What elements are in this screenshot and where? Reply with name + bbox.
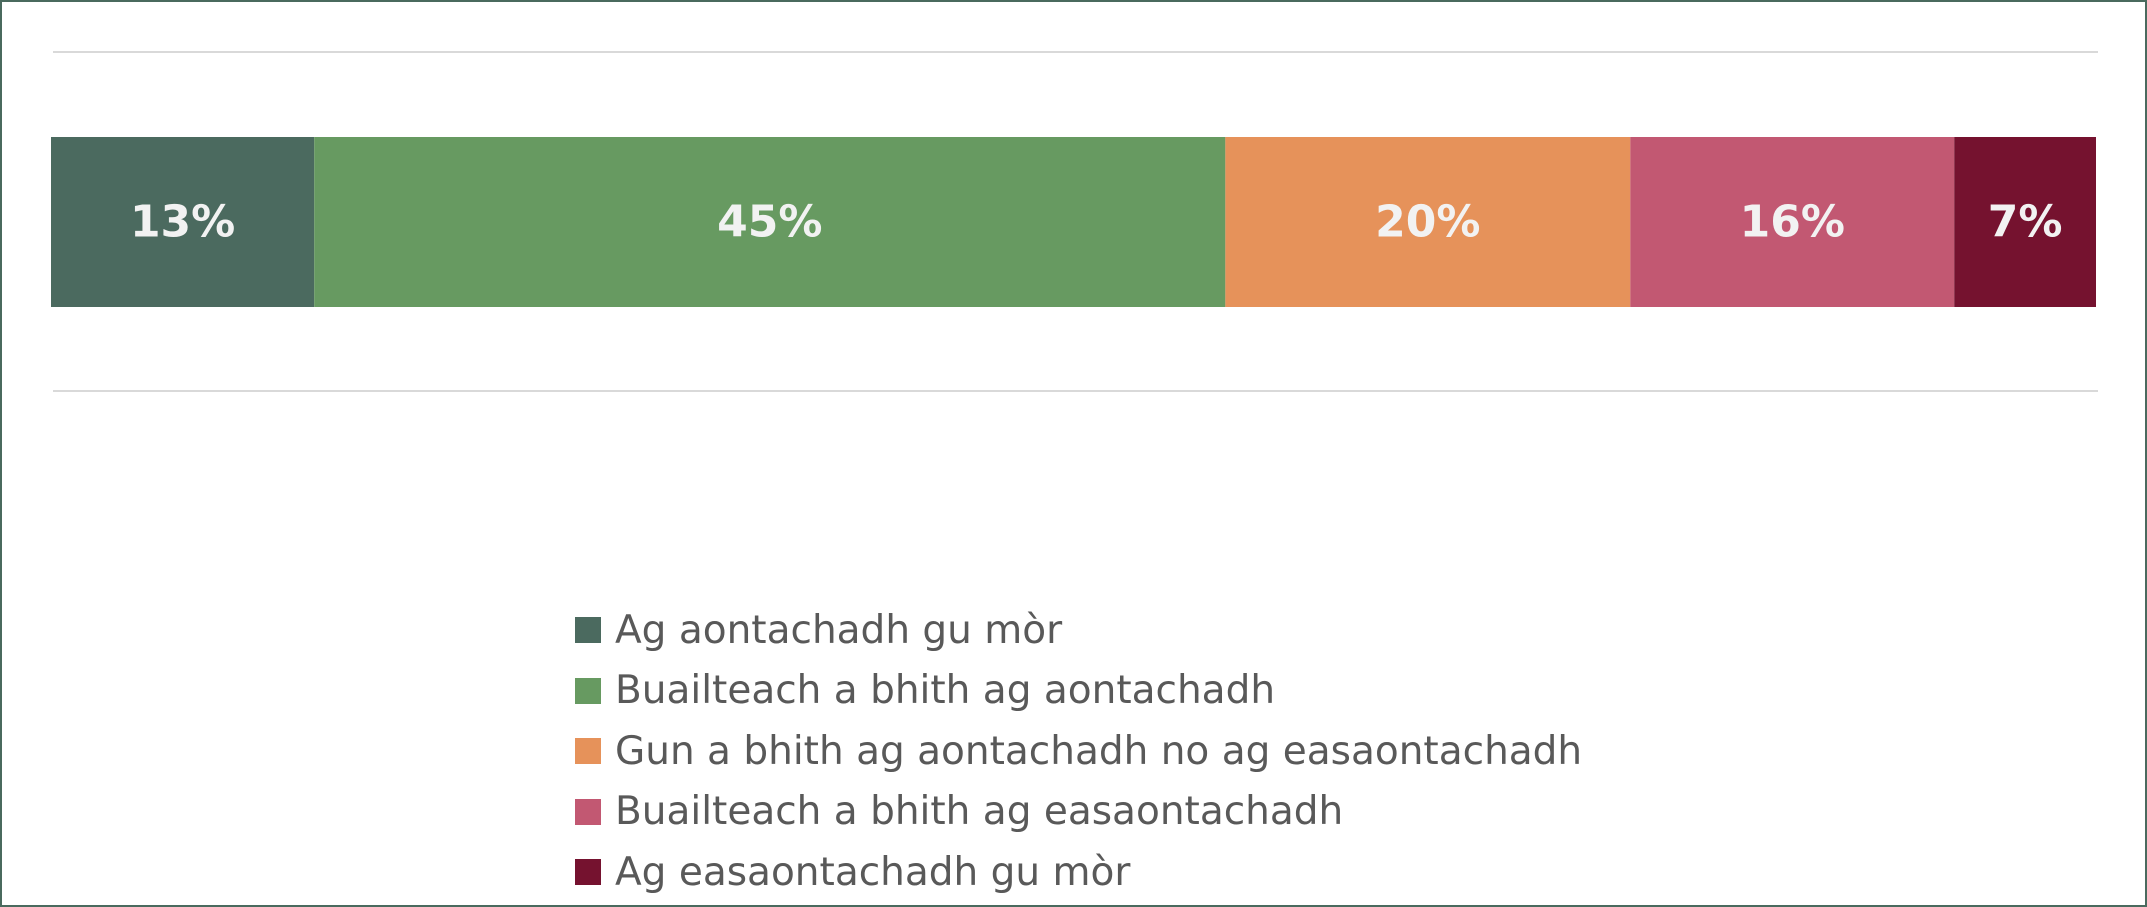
legend-label: Buailteach a bhith ag easaontachadh (615, 789, 1344, 835)
chart-legend: Ag aontachadh gu mòr Buailteach a bhith a… (575, 600, 1582, 903)
legend-swatch (575, 798, 601, 825)
legend-label: Buailteach a bhith ag aontachadh (615, 668, 1276, 714)
legend-swatch (575, 738, 601, 765)
legend-item-1: Ag aontachadh gu mòr (575, 600, 1582, 661)
gridline-bottom (53, 390, 2098, 392)
bar-segment-5 (1954, 137, 2096, 307)
data-label-1: 13% (130, 197, 235, 248)
legend-item-5: Ag easaontachadh gu mòr (575, 842, 1582, 903)
bar-segment-4 (1630, 137, 1955, 307)
bar-segment-1 (51, 137, 315, 307)
legend-label: Ag aontachadh gu mòr (615, 607, 1063, 653)
legend-swatch (575, 617, 601, 644)
legend-swatch (575, 677, 601, 704)
gridline-top (53, 51, 2098, 53)
bar-segment-2 (314, 137, 1226, 307)
legend-label: Gun a bhith ag aontachadh no ag easaonta… (615, 728, 1583, 774)
data-label-3: 20% (1375, 197, 1480, 248)
legend-item-4: Buailteach a bhith ag easaontachadh (575, 782, 1582, 843)
legend-item-2: Buailteach a bhith ag aontachadh (575, 661, 1582, 722)
legend-swatch (575, 859, 601, 886)
legend-label: Ag easaontachadh gu mòr (615, 849, 1131, 895)
data-label-5: 7% (1988, 197, 2063, 248)
data-label-4: 16% (1740, 197, 1845, 248)
bar-segment-3 (1225, 137, 1631, 307)
data-label-2: 45% (717, 197, 822, 248)
legend-item-3: Gun a bhith ag aontachadh no ag easaonta… (575, 721, 1582, 782)
